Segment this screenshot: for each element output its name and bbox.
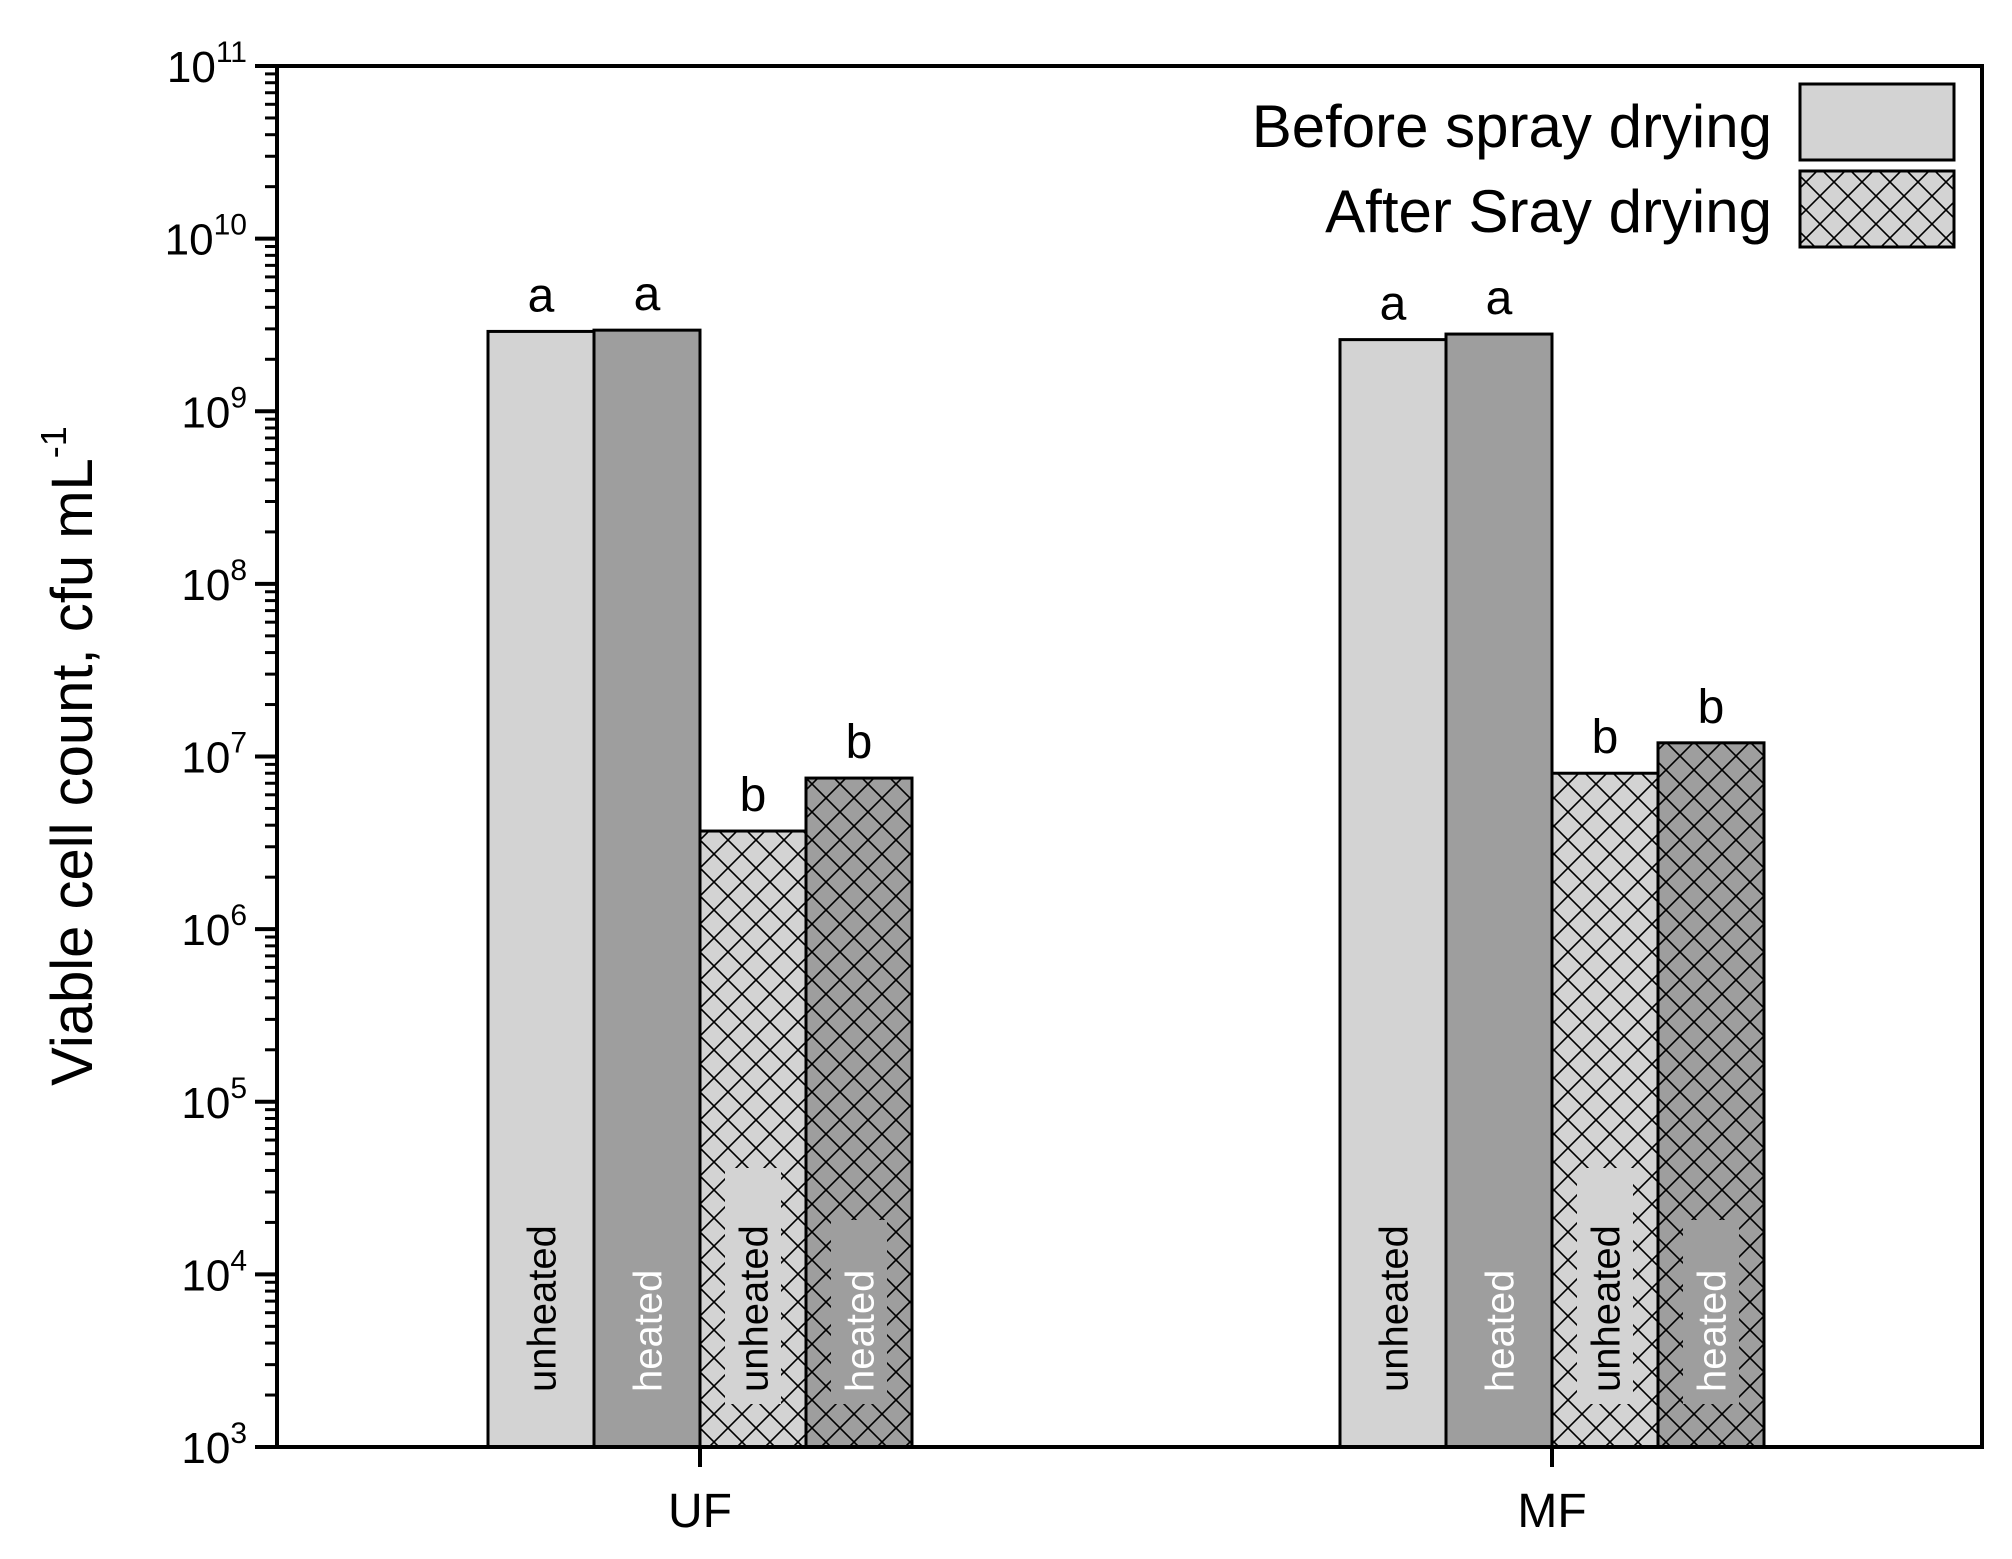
bar-label-background bbox=[831, 1220, 887, 1404]
y-axis-title: Viable cell count, cfu mL-1 bbox=[33, 426, 105, 1086]
y-tick-label: 105 bbox=[181, 1072, 247, 1128]
legend-swatch bbox=[1798, 82, 1956, 162]
bar-treatment-label: heated bbox=[838, 1270, 882, 1392]
bar-treatment-label: unheated bbox=[520, 1225, 564, 1392]
bar-treatment-label: unheated bbox=[1584, 1225, 1628, 1392]
bar-mf-before-unheated bbox=[1338, 338, 1448, 1449]
legend-label: After Sray drying bbox=[1325, 178, 1772, 245]
y-tick-label: 104 bbox=[181, 1244, 247, 1300]
significance-letter: a bbox=[634, 268, 661, 321]
y-tick-label: 1011 bbox=[167, 36, 247, 92]
bar-uf-before-heated bbox=[592, 328, 702, 1449]
bar-treatment-label: heated bbox=[626, 1270, 670, 1392]
bar-treatment-label: heated bbox=[1478, 1270, 1522, 1392]
y-tick-label: 109 bbox=[181, 381, 247, 437]
y-tick-label: 107 bbox=[181, 727, 247, 783]
axes-layer: 103 104 105 106 107 108 109 1010 1011 UF MF Viable … bbox=[33, 36, 1984, 1538]
significance-letter: a bbox=[528, 269, 555, 322]
legend-label: Before spray drying bbox=[1252, 93, 1772, 160]
bar-mf-before-heated bbox=[1444, 332, 1554, 1449]
x-category-label: UF bbox=[668, 1485, 732, 1538]
significance-letter: b bbox=[846, 716, 873, 769]
labels-layer: a unheated a unheated a heated a heated b unheate… bbox=[520, 268, 1739, 1404]
significance-letter: b bbox=[1592, 711, 1619, 764]
bars-layer bbox=[486, 328, 1766, 1449]
significance-letter: a bbox=[1486, 272, 1513, 325]
bar-label-background bbox=[1683, 1220, 1739, 1404]
y-tick-label: 108 bbox=[181, 554, 247, 610]
bar-label-background bbox=[1577, 1168, 1633, 1404]
y-tick-label: 103 bbox=[181, 1417, 247, 1473]
x-category-label: MF bbox=[1517, 1485, 1586, 1538]
bar-treatment-label: unheated bbox=[1372, 1225, 1416, 1392]
bar-treatment-label: unheated bbox=[732, 1225, 776, 1392]
y-tick-label: 1010 bbox=[165, 209, 247, 265]
legend: Before spray drying After Sray drying bbox=[1252, 82, 1956, 249]
significance-letter: b bbox=[1698, 681, 1725, 734]
bar-label-background bbox=[725, 1168, 781, 1404]
bar-uf-before-unheated bbox=[486, 329, 596, 1449]
y-tick-label: 106 bbox=[181, 899, 247, 955]
significance-letter: a bbox=[1380, 278, 1407, 331]
significance-letter: b bbox=[740, 769, 767, 822]
bar-treatment-label: heated bbox=[1690, 1270, 1734, 1392]
legend-swatch bbox=[1798, 169, 1956, 249]
